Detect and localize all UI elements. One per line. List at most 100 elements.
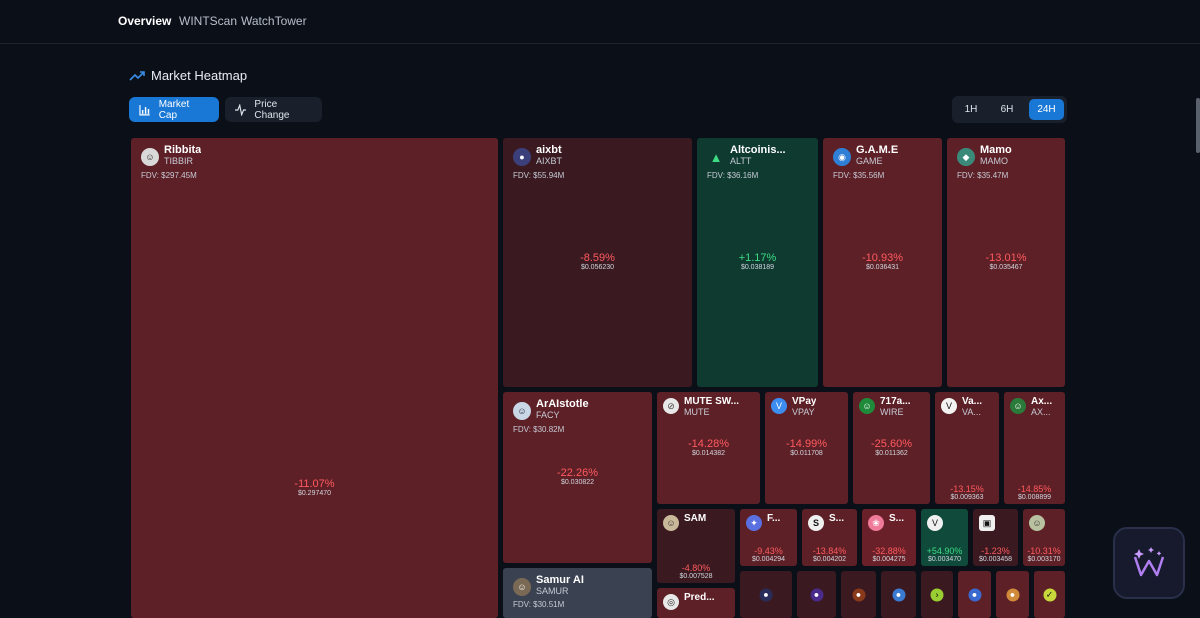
token-name: S... (829, 513, 845, 524)
va-token-icon: V (941, 398, 957, 414)
token-price: $0.297470 (297, 490, 332, 497)
nav-watchtower[interactable]: WatchTower (241, 14, 307, 28)
heatmap-tile[interactable]: ❀ S... -32.88% $0.004275 (862, 509, 916, 566)
mamo-token-icon: ◆ (957, 148, 975, 166)
token-price: $0.003470 (927, 556, 962, 563)
timeframe-selector: 1H 6H 24H (952, 96, 1067, 123)
sam-token-icon: ☺ (663, 515, 679, 531)
wire-token-icon: ☺ (859, 398, 875, 414)
token-fdv: FDV: $35.56M (833, 171, 885, 180)
token-change: +1.17% (738, 252, 777, 264)
face-token-icon: ☺ (1029, 515, 1045, 531)
price-change-toggle[interactable]: Price Change (225, 97, 322, 122)
heatmap-tile[interactable]: ● (797, 571, 836, 618)
heatmap-tile[interactable]: S S... -13.84% $0.004202 (802, 509, 857, 566)
heatmap-tile[interactable]: ● (881, 571, 916, 618)
nav-overview[interactable]: Overview (118, 14, 172, 28)
heatmap-tile[interactable]: ◆ Mamo MAMO FDV: $35.47M -13.01% $0.035467 (947, 138, 1065, 387)
token-price: $0.008899 (1017, 494, 1052, 501)
token-symbol: MUTE (684, 407, 710, 417)
token-symbol: WIRE (880, 407, 904, 417)
heatmap-tile[interactable]: ☺ ArAIstotle FACY FDV: $30.82M -22.26% $0.… (503, 392, 652, 563)
token-fdv: FDV: $30.82M (513, 425, 565, 434)
heatmap-tile[interactable]: ✦ F... -9.43% $0.004294 (740, 509, 797, 566)
timeframe-6h[interactable]: 6H (1000, 104, 1014, 115)
token-fdv: FDV: $36.16M (707, 171, 759, 180)
token-name: Va... (962, 396, 983, 407)
heatmap-tile[interactable]: ▣ -1.23% $0.003458 (973, 509, 1018, 566)
token-symbol: TIBBIR (164, 156, 194, 166)
token-name: Samur AI (536, 574, 584, 586)
game-token-icon: ◉ (833, 148, 851, 166)
page-title: Market Heatmap (151, 68, 248, 83)
heatmap-tile[interactable]: ● (740, 571, 792, 618)
token-icon: ✓ (1043, 588, 1056, 601)
token-change: -13.15% (950, 484, 984, 494)
heatmap-tile[interactable]: ● (996, 571, 1029, 618)
section-heading: Market Heatmap (129, 68, 247, 83)
heatmap-tile[interactable]: ● aixbt AIXBT FDV: $55.94M -8.59% $0.05623… (503, 138, 692, 387)
token-icon: ● (968, 588, 981, 601)
heatmap-tile[interactable]: ☺ -10.31% $0.003170 (1023, 509, 1065, 566)
token-symbol: VA... (962, 407, 981, 417)
square-token-icon: ▣ (979, 515, 995, 531)
s-token-icon: S (808, 515, 824, 531)
token-change: -10.31% (1027, 546, 1061, 556)
scrollbar[interactable] (1196, 98, 1200, 153)
token-name: VPay (792, 396, 817, 407)
heatmap-tile[interactable]: V VPay VPAY -14.99% $0.011708 (765, 392, 848, 504)
v-token-icon: V (927, 515, 943, 531)
token-name: G.A.M.E (856, 144, 899, 156)
price-change-label: Price Change (254, 98, 290, 121)
token-change: -8.59% (580, 252, 615, 264)
timeframe-1h[interactable]: 1H (964, 104, 978, 115)
token-price: $0.009363 (950, 494, 984, 501)
heatmap-tile[interactable]: V Va... VA... -13.15% $0.009363 (935, 392, 999, 504)
token-symbol: GAME (856, 156, 883, 166)
token-price: $0.011362 (875, 450, 908, 457)
token-price: $0.036431 (865, 264, 900, 271)
pred-token-icon: ◎ (663, 594, 679, 610)
token-name: Mamo (980, 144, 1012, 156)
token-change: -13.01% (985, 252, 1027, 264)
token-price: $0.030822 (560, 479, 595, 486)
market-cap-toggle[interactable]: Market Cap (129, 97, 219, 122)
token-name: ArAIstotle (536, 398, 589, 410)
market-cap-label: Market Cap (158, 98, 190, 121)
token-change: -22.26% (557, 467, 598, 479)
heatmap-tile[interactable]: ⊘ MUTE SW... MUTE -14.28% $0.014382 (657, 392, 760, 504)
token-price: $0.004202 (812, 556, 847, 563)
nav-wintscan[interactable]: WINTScan (179, 14, 238, 28)
token-name: 717a... (880, 396, 911, 407)
token-icon: ● (1006, 588, 1019, 601)
heatmap-tile[interactable]: ◉ G.A.M.E GAME FDV: $35.56M -10.93% $0.036… (823, 138, 942, 387)
samur-token-icon: ☺ (513, 578, 531, 596)
heatmap-tile[interactable]: ✓ (1034, 571, 1065, 618)
bar-chart-icon (139, 104, 150, 115)
activity-icon (235, 103, 247, 116)
heatmap-tile[interactable]: ☺ Ribbita TIBBIR FDV: $297.45M -11.07% $0.… (131, 138, 498, 618)
token-icon: ● (810, 588, 823, 601)
token-symbol: MAMO (980, 156, 1008, 166)
timeframe-24h[interactable]: 24H (1029, 99, 1064, 120)
heatmap-tile[interactable]: ● (958, 571, 991, 618)
heatmap-tile[interactable]: ☺ 717a... WIRE -25.60% $0.011362 (853, 392, 930, 504)
token-price: $0.003170 (1027, 556, 1061, 563)
heatmap-tile[interactable]: ☺ SAM -4.80% $0.007528 (657, 509, 735, 583)
heatmap-tile[interactable]: ● (841, 571, 876, 618)
f-token-icon: ✦ (746, 515, 762, 531)
heatmap-tile[interactable]: ▲ Altcoinis... ALTT FDV: $36.16M +1.17% $0… (697, 138, 818, 387)
token-symbol: FACY (536, 410, 560, 420)
token-icon: › (930, 588, 944, 601)
heatmap-tile[interactable]: ☺ Samur AI SAMUR FDV: $30.51M (503, 568, 652, 618)
heatmap-tile[interactable]: ☺ Ax... AX... -14.85% $0.008899 (1004, 392, 1065, 504)
heatmap-tile[interactable]: › (921, 571, 953, 618)
sparkle-logo-icon (1133, 547, 1165, 577)
token-price: $0.007528 (679, 573, 713, 580)
heatmap-tile[interactable]: ◎ Pred... (657, 588, 735, 618)
heatmap-tile[interactable]: V +54.90% $0.003470 (921, 509, 968, 566)
assistant-button[interactable] (1113, 527, 1185, 599)
token-name: Pred... (684, 592, 715, 603)
token-change: -13.84% (812, 546, 847, 556)
token-change: -9.43% (754, 546, 783, 556)
